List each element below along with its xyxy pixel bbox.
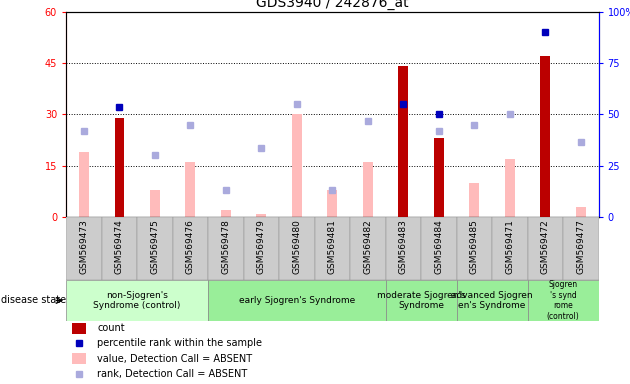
Text: disease state: disease state — [1, 295, 66, 306]
Bar — [457, 217, 492, 280]
Bar — [66, 217, 101, 280]
Bar — [314, 217, 350, 280]
Bar — [457, 280, 527, 321]
Text: rank, Detection Call = ABSENT: rank, Detection Call = ABSENT — [98, 369, 248, 379]
Text: Sjogren
's synd
rome
(control): Sjogren 's synd rome (control) — [547, 280, 580, 321]
Text: GSM569478: GSM569478 — [221, 219, 231, 274]
Text: non-Sjogren's
Syndrome (control): non-Sjogren's Syndrome (control) — [93, 291, 181, 310]
Bar — [469, 183, 479, 217]
Text: GSM569481: GSM569481 — [328, 219, 337, 274]
Bar — [576, 207, 586, 217]
Bar — [208, 280, 386, 321]
Bar — [244, 217, 279, 280]
Bar — [434, 138, 444, 217]
Title: GDS3940 / 242876_at: GDS3940 / 242876_at — [256, 0, 409, 10]
Text: GSM569479: GSM569479 — [257, 219, 266, 274]
Bar — [527, 217, 563, 280]
Text: GSM569480: GSM569480 — [292, 219, 301, 274]
Text: advanced Sjogren
en's Syndrome: advanced Sjogren en's Syndrome — [451, 291, 533, 310]
Bar — [221, 210, 231, 217]
Text: count: count — [98, 323, 125, 333]
Bar — [72, 323, 86, 334]
Text: GSM569473: GSM569473 — [79, 219, 88, 274]
Bar — [173, 217, 208, 280]
Text: GSM569472: GSM569472 — [541, 219, 550, 274]
Bar — [350, 217, 386, 280]
Bar — [115, 118, 124, 217]
Text: percentile rank within the sample: percentile rank within the sample — [98, 338, 263, 348]
Bar — [527, 280, 598, 321]
Bar — [79, 152, 89, 217]
Bar — [505, 159, 515, 217]
Text: GSM569477: GSM569477 — [576, 219, 585, 274]
Bar — [386, 280, 457, 321]
Bar — [563, 217, 598, 280]
Text: GSM569482: GSM569482 — [364, 219, 372, 274]
Bar — [72, 353, 86, 364]
Text: moderate Sjogren's
Syndrome: moderate Sjogren's Syndrome — [377, 291, 466, 310]
Bar — [363, 162, 373, 217]
Bar — [421, 217, 457, 280]
Bar — [492, 217, 527, 280]
Text: GSM569476: GSM569476 — [186, 219, 195, 274]
Bar — [541, 56, 550, 217]
Text: GSM569485: GSM569485 — [470, 219, 479, 274]
Bar — [292, 114, 302, 217]
Bar — [386, 217, 421, 280]
Bar — [328, 190, 337, 217]
Bar — [208, 217, 244, 280]
Bar — [279, 217, 314, 280]
Text: GSM569475: GSM569475 — [151, 219, 159, 274]
Text: early Sjogren's Syndrome: early Sjogren's Syndrome — [239, 296, 355, 305]
Bar — [137, 217, 173, 280]
Bar — [101, 217, 137, 280]
Text: GSM569484: GSM569484 — [434, 219, 444, 274]
Bar — [256, 214, 266, 217]
Bar — [398, 66, 408, 217]
Bar — [150, 190, 160, 217]
Bar — [185, 162, 195, 217]
Bar — [434, 183, 444, 217]
Text: GSM569471: GSM569471 — [505, 219, 514, 274]
Text: GSM569483: GSM569483 — [399, 219, 408, 274]
Bar — [66, 280, 208, 321]
Text: GSM569474: GSM569474 — [115, 219, 124, 274]
Text: value, Detection Call = ABSENT: value, Detection Call = ABSENT — [98, 354, 253, 364]
